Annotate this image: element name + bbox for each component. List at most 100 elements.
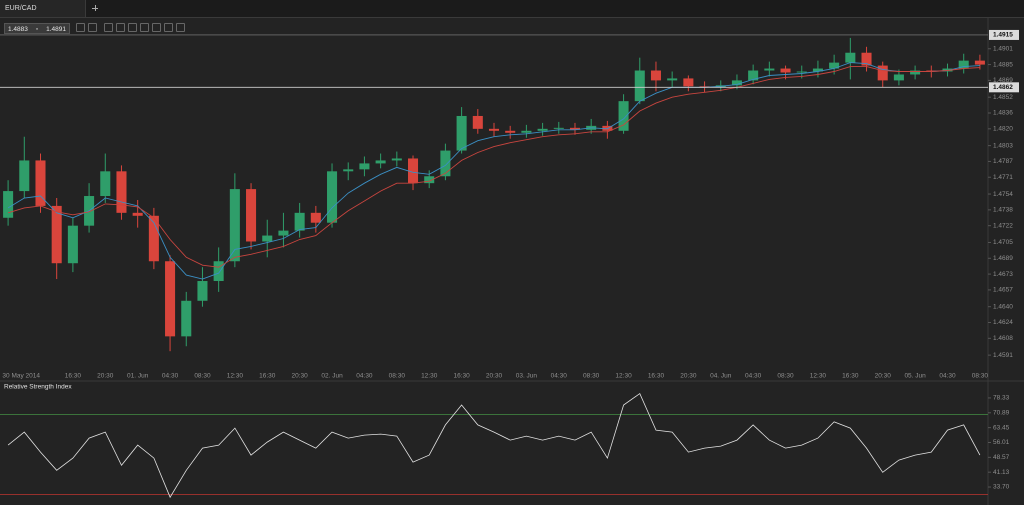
- x-tick-label: 20:30: [97, 373, 114, 380]
- y-tick-label: 1.4803: [993, 142, 1013, 149]
- y-tick-label: 1.4624: [993, 319, 1013, 326]
- y-tick-label: 1.4738: [993, 207, 1013, 214]
- candle-body: [618, 101, 629, 131]
- tab-bar: EUR/CAD: [0, 0, 1024, 18]
- y-tick-label: 1.4689: [993, 255, 1013, 262]
- y-tick-label: 1.4901: [993, 45, 1013, 52]
- snapshot-button[interactable]: [152, 23, 161, 32]
- candle-body: [213, 261, 224, 282]
- candle-body: [650, 70, 661, 81]
- candle-body: [310, 212, 321, 223]
- candle-body: [148, 215, 159, 262]
- x-tick-label: 08:30: [972, 373, 989, 380]
- indicators-button[interactable]: [104, 23, 113, 32]
- x-tick-label: 01. Jun: [127, 373, 149, 380]
- quote-separator: ▪: [35, 26, 39, 33]
- candle-body: [165, 261, 176, 337]
- x-tick-label: 08:30: [583, 373, 600, 380]
- candle-body: [553, 127, 564, 129]
- tab[interactable]: EUR/CAD: [0, 0, 86, 17]
- y-tick-label: 33.70: [993, 484, 1010, 491]
- candle-body: [472, 115, 483, 129]
- add-tab-button[interactable]: [90, 3, 100, 13]
- toolbar: [76, 23, 185, 32]
- y-tick-label: 1.4722: [993, 222, 1013, 229]
- x-tick-label: 08:30: [389, 373, 406, 380]
- candle-body: [375, 160, 386, 164]
- bid-price[interactable]: 1.4883: [8, 26, 28, 33]
- chart-type-button[interactable]: [116, 23, 125, 32]
- x-tick-label: 08:30: [777, 373, 794, 380]
- y-tick-label: 1.4673: [993, 271, 1013, 278]
- x-tick-label: 12:30: [810, 373, 827, 380]
- candle-body: [424, 176, 435, 184]
- candle-body: [456, 115, 467, 151]
- template-button[interactable]: [140, 23, 149, 32]
- y-tick-label: 1.4657: [993, 287, 1013, 294]
- x-tick-label: 12:30: [421, 373, 438, 380]
- zoom-out-button[interactable]: [88, 23, 97, 32]
- candle-body: [780, 68, 791, 73]
- candle-body: [910, 70, 921, 75]
- moving-average: [7, 62, 980, 280]
- candle-body: [116, 171, 127, 213]
- y-tick-label: 1.4836: [993, 110, 1013, 117]
- candle-body: [667, 78, 678, 81]
- indicator-title: Relative Strength Index: [4, 384, 72, 391]
- candle-body: [181, 300, 192, 337]
- y-tick-label: 1.4852: [993, 94, 1013, 101]
- candle-body: [974, 60, 985, 65]
- price-label-box: [989, 29, 1019, 40]
- candle-body: [731, 80, 742, 86]
- quote-box: 1.4883 ▪ 1.4891: [4, 23, 70, 34]
- y-tick-label: 1.4787: [993, 158, 1013, 165]
- y-tick-label: 78.33: [993, 395, 1010, 402]
- candle-body: [796, 71, 807, 73]
- candle-body: [51, 205, 62, 264]
- candle-body: [634, 70, 645, 102]
- candle-body: [197, 281, 208, 301]
- y-tick-label: 1.4820: [993, 126, 1013, 133]
- candle-body: [764, 68, 775, 71]
- x-tick-label: 16:30: [259, 373, 276, 380]
- candle-body: [683, 78, 694, 87]
- settings-button[interactable]: [128, 23, 137, 32]
- candle-body: [246, 189, 257, 242]
- candle-body: [505, 130, 516, 133]
- moving-average: [7, 66, 980, 268]
- x-tick-label: 04:30: [356, 373, 373, 380]
- zoom-in-button[interactable]: [76, 23, 85, 32]
- candle-body: [3, 191, 14, 218]
- candle-body: [958, 60, 969, 69]
- candle-body: [861, 52, 872, 66]
- candle-body: [327, 171, 338, 223]
- candle-body: [100, 171, 111, 197]
- x-tick-label: 16:30: [842, 373, 859, 380]
- x-tick-label: 20:30: [680, 373, 697, 380]
- x-tick-label: 04:30: [939, 373, 956, 380]
- candle-body: [537, 128, 548, 131]
- x-tick-label: 08:30: [194, 373, 211, 380]
- x-tick-label: 20:30: [486, 373, 503, 380]
- price-label-box: [989, 82, 1019, 93]
- ask-price[interactable]: 1.4891: [46, 26, 66, 33]
- candle-body: [35, 160, 46, 206]
- candle-body: [407, 158, 419, 184]
- refresh-button[interactable]: [164, 23, 173, 32]
- x-tick-label: 20:30: [875, 373, 892, 380]
- candle-body: [845, 52, 856, 63]
- y-tick-label: 48.57: [993, 454, 1010, 461]
- y-tick-label: 1.4608: [993, 335, 1013, 342]
- y-tick-label: 41.13: [993, 469, 1010, 476]
- x-tick-label: 04:30: [162, 373, 179, 380]
- x-tick-label: 30 May 2014: [2, 373, 40, 380]
- y-tick-label: 1.4885: [993, 61, 1013, 68]
- draw-button[interactable]: [176, 23, 185, 32]
- candle-body: [812, 68, 823, 72]
- x-tick-label: 04:30: [745, 373, 762, 380]
- candle-body: [926, 70, 937, 72]
- x-tick-label: 04:30: [551, 373, 568, 380]
- candle-body: [748, 70, 759, 81]
